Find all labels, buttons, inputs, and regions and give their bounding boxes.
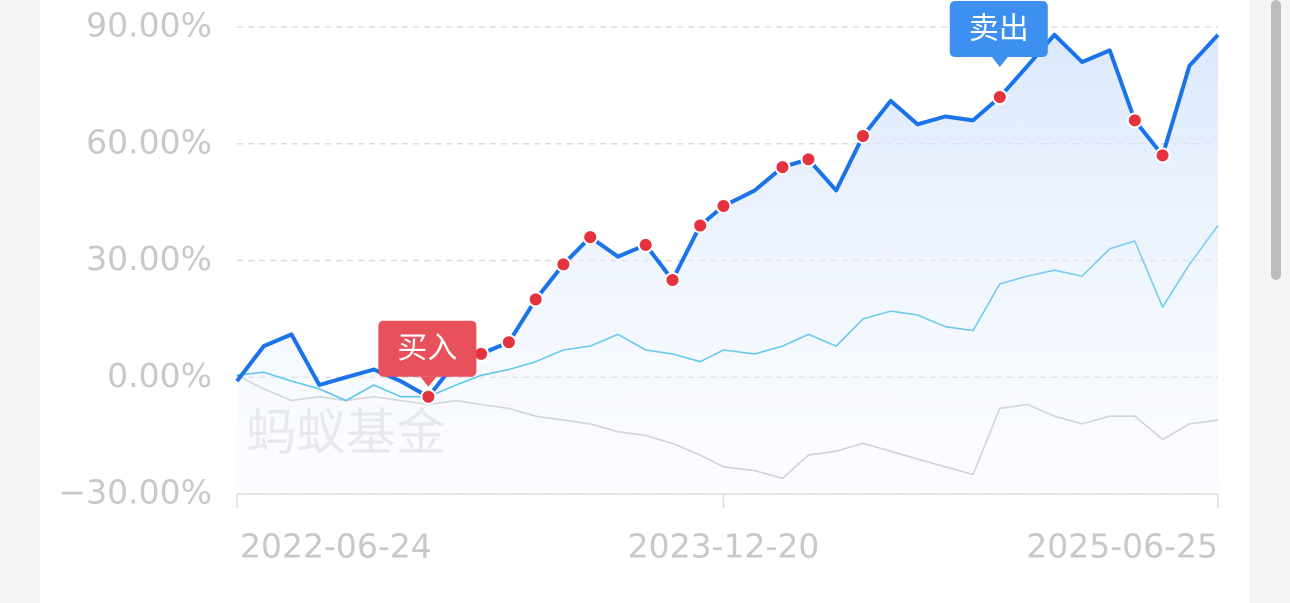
trade-dot	[1126, 112, 1143, 129]
trade-dot	[555, 256, 572, 273]
annotation: 卖出	[949, 1, 1048, 68]
x-tick-label: 2023-12-20	[628, 527, 820, 566]
annotation-text: 卖出	[969, 12, 1029, 47]
x-tick-label: 2025-06-25	[1026, 527, 1218, 566]
trade-dot	[991, 89, 1008, 106]
trade-dot	[1154, 147, 1171, 164]
trade-dot	[637, 236, 654, 253]
trade-dot	[715, 198, 732, 215]
y-tick-label: 60.00%	[86, 122, 212, 161]
trade-dot	[582, 229, 599, 246]
annotation: 买入	[378, 320, 477, 387]
trade-dot	[527, 291, 544, 308]
annotation-pointer	[420, 376, 437, 387]
y-tick-label: 30.00%	[86, 239, 212, 278]
y-tick-label: 0.00%	[107, 356, 212, 395]
trade-dot	[420, 388, 437, 405]
trade-dot	[774, 159, 791, 176]
trade-dot	[800, 151, 817, 168]
x-tick-label: 2022-06-24	[240, 527, 432, 566]
annotation-box	[378, 320, 477, 377]
area	[237, 34, 1218, 495]
y-tick-label: −30.00%	[59, 473, 212, 512]
trade-dot	[854, 127, 871, 144]
annotation-pointer	[991, 57, 1008, 68]
trade-dot	[664, 271, 681, 288]
annotation-box	[949, 1, 1048, 58]
trade-dot	[500, 334, 517, 351]
annotation-text: 买入	[397, 331, 457, 366]
scrollbar[interactable]	[1271, 0, 1281, 280]
trade-dot	[692, 217, 709, 234]
y-tick-label: 90.00%	[86, 6, 212, 45]
